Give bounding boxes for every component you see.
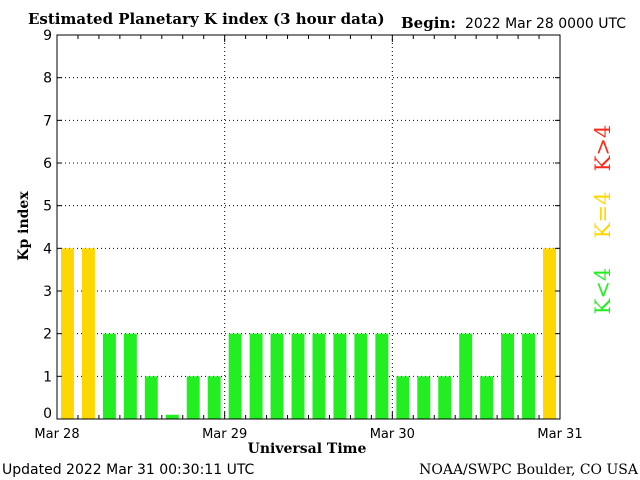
x-tick-label: Mar 30 bbox=[370, 427, 415, 442]
y-tick-label: 0 bbox=[43, 406, 52, 422]
kp-bar bbox=[61, 248, 74, 419]
y-tick-label: 6 bbox=[43, 156, 52, 172]
kp-bar bbox=[228, 333, 242, 419]
y-tick-label: 4 bbox=[43, 241, 52, 257]
begin-label: Begin: bbox=[401, 14, 456, 32]
updated-timestamp: Updated 2022 Mar 31 00:30:11 UTC bbox=[2, 462, 255, 478]
y-tick-label: 9 bbox=[43, 28, 52, 44]
x-axis-label: Universal Time bbox=[248, 441, 367, 457]
kp-bar bbox=[501, 333, 515, 419]
kp-bar bbox=[375, 333, 389, 419]
y-tick-label: 8 bbox=[43, 71, 52, 87]
y-tick-label: 7 bbox=[43, 113, 52, 129]
kp-bar bbox=[186, 376, 200, 419]
kp-bar bbox=[522, 333, 536, 419]
x-tick-label: Mar 28 bbox=[34, 427, 79, 442]
legend-low: K<4 bbox=[591, 268, 615, 315]
kp-bar bbox=[312, 333, 326, 419]
credit-text: NOAA/SWPC Boulder, CO USA bbox=[419, 462, 639, 478]
y-tick-label: 2 bbox=[43, 327, 52, 343]
y-tick-label: 1 bbox=[43, 369, 52, 385]
kp-bar bbox=[459, 333, 473, 419]
kp-bar bbox=[438, 376, 452, 419]
plot-area: 0 1 2 3 4 5 6 7 8 9 Mar 28 Mar 29 Mar 30 Mar 31 bbox=[34, 28, 582, 442]
kp-bar bbox=[249, 333, 263, 419]
kp-bar bbox=[354, 333, 368, 419]
kp-bar bbox=[144, 376, 158, 419]
kp-bar bbox=[102, 333, 116, 419]
x-tick-label: Mar 29 bbox=[202, 427, 247, 442]
x-tick-label: Mar 31 bbox=[537, 427, 582, 442]
kp-bar bbox=[417, 376, 431, 419]
y-axis-label: Kp index bbox=[16, 191, 32, 261]
chart-title: Estimated Planetary K index (3 hour data… bbox=[28, 10, 385, 28]
kp-bar bbox=[543, 248, 556, 419]
y-tick-label: 5 bbox=[43, 199, 52, 215]
kp-bar bbox=[291, 333, 305, 419]
kp-bar bbox=[165, 414, 179, 419]
legend-high: K>4 bbox=[591, 125, 615, 172]
kp-bar bbox=[333, 333, 347, 419]
kp-bar bbox=[123, 333, 137, 419]
legend-equal: K=4 bbox=[591, 192, 615, 239]
y-tick-label: 3 bbox=[43, 284, 52, 300]
kp-bar bbox=[81, 248, 95, 419]
kp-bar bbox=[270, 333, 284, 419]
kp-bar bbox=[396, 376, 410, 419]
begin-value: 2022 Mar 28 0000 UTC bbox=[465, 16, 626, 32]
kp-bar bbox=[207, 376, 221, 419]
kp-bar bbox=[480, 376, 494, 419]
